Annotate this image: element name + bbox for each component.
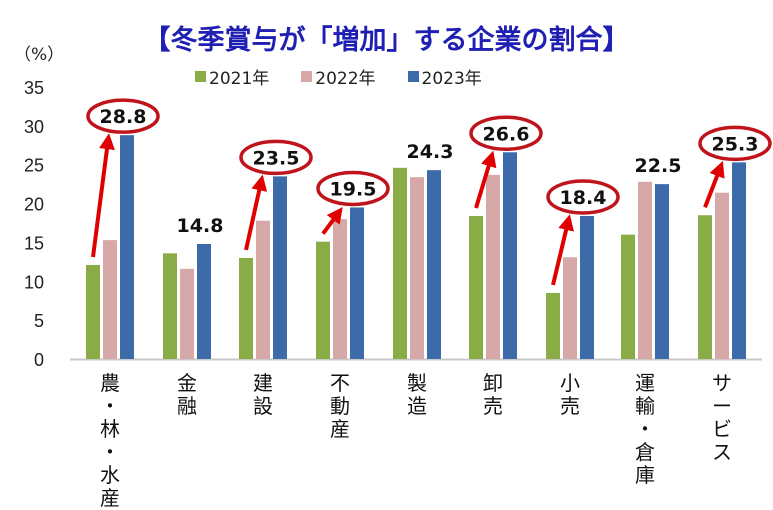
increase-arrow: [91, 133, 115, 258]
bar-2021年: [239, 257, 253, 359]
increase-arrow: [321, 207, 343, 235]
bar-2022年: [410, 177, 424, 359]
increase-arrow: [551, 214, 574, 286]
data-label-group: 19.5: [316, 170, 390, 207]
x-tick-label: 製造: [407, 371, 427, 418]
bar-2023年: [732, 162, 746, 359]
x-tick-label: 小売: [560, 371, 580, 418]
x-tick-label: 農・林・水産: [100, 371, 120, 510]
increase-arrow: [474, 150, 497, 209]
bar-2023年: [503, 152, 517, 359]
bar-2021年: [316, 241, 330, 359]
bar-2023年: [273, 176, 287, 359]
y-tick-label: 15: [24, 233, 44, 253]
bar-2022年: [103, 240, 117, 359]
bar-2021年: [393, 167, 407, 359]
legend-swatch-2022: [301, 71, 313, 82]
y-tick-label: 10: [24, 272, 44, 292]
highlight-circle: [239, 139, 313, 176]
highlight-circle: [546, 179, 620, 215]
bar-2023年: [350, 207, 364, 359]
y-tick-label: 35: [24, 78, 44, 98]
bar-2022年: [180, 268, 194, 359]
data-label: 26.6: [483, 123, 530, 145]
bar-2021年: [621, 234, 635, 359]
bar-2022年: [486, 174, 500, 359]
bar-2023年: [197, 243, 211, 359]
data-label-group: 14.8: [177, 215, 224, 237]
data-label-group: 25.3: [698, 125, 772, 162]
data-label: 18.4: [560, 187, 607, 209]
y-axis: 0 5 10 15 20 25 30 35: [24, 78, 44, 370]
legend-item-2021: 2021年: [195, 64, 269, 89]
increase-arrow: [244, 174, 268, 251]
bar-2021年: [469, 216, 483, 359]
data-label: 28.8: [100, 106, 147, 128]
legend-label-2021: 2021年: [209, 69, 270, 89]
x-tick-label: 不動産: [330, 371, 350, 441]
bar-2021年: [698, 215, 712, 359]
chart-title: 【冬季賞与が「増加」する企業の割合】: [143, 25, 630, 56]
bar-2021年: [163, 253, 177, 359]
y-tick-label: 0: [34, 350, 44, 370]
highlight-circle: [86, 98, 160, 134]
bar-2021年: [546, 292, 560, 359]
data-label: 23.5: [253, 147, 300, 169]
legend-label-2022: 2022年: [315, 69, 376, 89]
annotations: 28.8 14.8 23.5 19.5 24.3 26.6 18.4 22.5 25.3: [86, 98, 772, 286]
bar-2023年: [655, 184, 669, 359]
data-label: 25.3: [712, 133, 759, 155]
legend-swatch-2021: [195, 71, 206, 82]
bar-2022年: [715, 192, 729, 359]
bar-2022年: [638, 181, 652, 359]
bar-2023年: [580, 216, 594, 359]
y-tick-label: 25: [24, 156, 44, 176]
x-tick-label: 金融: [177, 371, 197, 418]
y-tick-label: 30: [24, 117, 44, 137]
legend: 2021年 2022年 2023年: [195, 64, 482, 89]
legend-label-2023: 2023年: [421, 69, 482, 89]
legend-swatch-2023: [407, 71, 419, 82]
legend-item-2023: 2023年: [407, 64, 482, 89]
data-label: 19.5: [330, 178, 377, 200]
data-label-group: 22.5: [635, 155, 682, 177]
x-tick-label: 卸売: [483, 371, 503, 418]
y-tick-label: 5: [34, 311, 44, 331]
x-tick-label: 建設: [253, 371, 273, 418]
data-label-group: 28.8: [86, 98, 160, 134]
data-label-group: 26.6: [469, 115, 543, 152]
bars: [86, 135, 746, 359]
highlight-circle: [469, 115, 543, 152]
x-tick-label: サービス: [712, 371, 732, 464]
increase-arrow: [703, 160, 725, 208]
data-label: 24.3: [407, 141, 454, 163]
y-tick-label: 20: [24, 195, 44, 215]
bar-2022年: [333, 219, 347, 359]
data-label-group: 23.5: [239, 139, 313, 176]
highlight-circle: [316, 170, 390, 207]
bar-2023年: [120, 135, 134, 359]
legend-item-2022: 2022年: [301, 64, 376, 89]
bar-2022年: [256, 220, 270, 359]
data-label-group: 18.4: [546, 179, 620, 215]
bar-2021年: [86, 264, 100, 359]
bar-2022年: [563, 257, 577, 359]
data-label: 14.8: [177, 215, 224, 237]
x-tick-label: 運輸・倉庫: [635, 371, 655, 487]
highlight-circle: [698, 125, 772, 162]
data-label-group: 24.3: [407, 141, 454, 163]
data-label: 22.5: [635, 155, 682, 177]
bar-2023年: [427, 170, 441, 359]
y-axis-unit: （%）: [14, 45, 65, 65]
